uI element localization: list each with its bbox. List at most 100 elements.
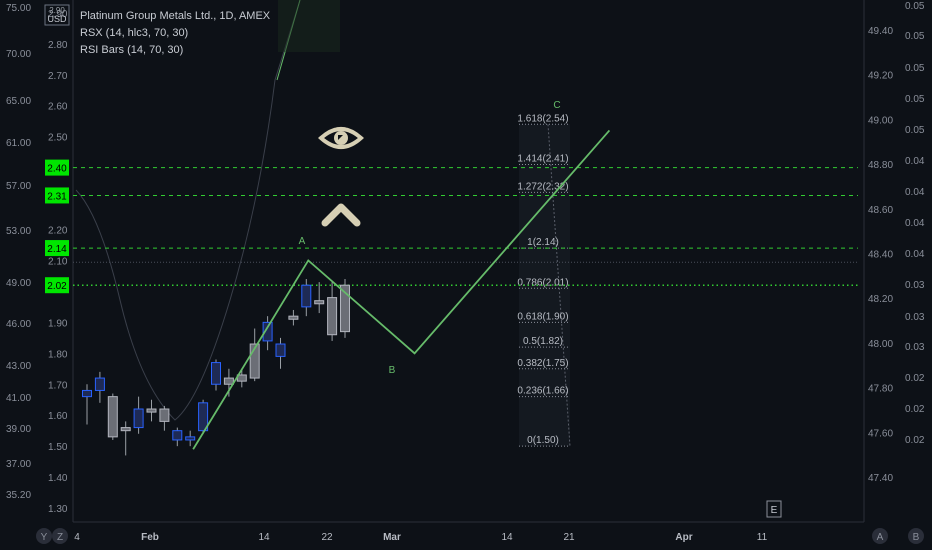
right-scale-b-label: B xyxy=(913,532,920,543)
marker-box[interactable]: E xyxy=(766,500,782,518)
candle xyxy=(198,399,209,434)
right-outer-tick: 0.03 xyxy=(905,312,925,323)
left-outer-tick: 41.00 xyxy=(6,393,31,404)
rsx-zone xyxy=(278,0,340,52)
right-inner-tick: 48.20 xyxy=(868,294,893,305)
left-outer-tick: 39.00 xyxy=(6,424,31,435)
x-axis-tick: 11 xyxy=(757,532,768,543)
left-outer-tick: 57.00 xyxy=(6,181,31,192)
candle xyxy=(288,309,299,326)
candle-body xyxy=(120,427,131,432)
right-scale-a-button[interactable]: A xyxy=(872,528,888,544)
price-level-badge xyxy=(45,240,69,257)
indicator-rsx[interactable]: RSX (14, hlc3, 70, 30) xyxy=(80,27,189,39)
x-axis-tick: 21 xyxy=(563,532,575,543)
candle xyxy=(133,396,144,434)
candle-body xyxy=(107,396,118,438)
right-inner-tick: 47.40 xyxy=(868,473,893,484)
right-outer-tick: 0.05 xyxy=(905,31,925,42)
fib-level-label: 1(2.14) xyxy=(527,237,559,248)
fib-level-label: 1.414(2.41) xyxy=(517,154,568,165)
horizontal-levels[interactable]: 2.40 2.31 2.14 2.02 xyxy=(45,159,858,294)
candle xyxy=(94,371,105,403)
right-outer-tick: 0.03 xyxy=(905,280,925,291)
candle xyxy=(146,399,157,422)
right-scale-b-button[interactable]: B xyxy=(908,528,924,544)
candle xyxy=(82,384,92,425)
candle xyxy=(327,282,338,341)
fib-level-label: 1.272(2.32) xyxy=(517,181,568,192)
wave-point-label: B xyxy=(389,365,396,376)
left-inner-tick: 2.60 xyxy=(48,102,68,113)
currency-badge: 2.90 USD xyxy=(44,4,70,26)
fib-extension-tool[interactable]: 1.618(2.54) 1.414(2.41) 1.272(2.32) 1(2.14)… xyxy=(517,113,571,447)
right-outer-tick: 0.04 xyxy=(905,218,925,229)
candle-body xyxy=(185,436,196,441)
price-level-label: 2.02 xyxy=(47,281,67,292)
candle-body xyxy=(340,284,350,333)
right-scale-a-label: A xyxy=(877,532,884,543)
indicator-rsi-bars[interactable]: RSI Bars (14, 70, 30) xyxy=(80,44,184,56)
x-axis-tick: Feb xyxy=(141,532,159,543)
candle-body xyxy=(262,321,273,342)
left-inner-tick: 1.30 xyxy=(48,504,68,515)
right-inner-tick: 49.20 xyxy=(868,71,893,82)
x-axis-tick: Apr xyxy=(675,532,692,543)
fib-level-label: 0.618(1.90) xyxy=(517,311,568,322)
abc-wave-drawing[interactable]: A B C xyxy=(192,100,611,450)
left-inner-tick: 1.40 xyxy=(48,473,68,484)
marker-box-label: E xyxy=(771,505,778,516)
left-inner-tick: 2.50 xyxy=(48,133,68,144)
x-axis-tick: Mar xyxy=(383,532,401,543)
price-level-label: 2.14 xyxy=(47,244,67,255)
right-outer-tick: 0.05 xyxy=(905,94,925,105)
candle xyxy=(172,427,183,447)
candle-body xyxy=(172,430,183,441)
candle xyxy=(314,282,325,314)
x-axis-tick: 4 xyxy=(74,532,80,543)
right-inner-tick: 49.40 xyxy=(868,26,893,37)
fib-level-label: 0(1.50) xyxy=(527,435,559,446)
fib-level-label: 0.382(1.75) xyxy=(517,358,568,369)
right-outer-tick: 0.04 xyxy=(905,187,925,198)
right-outer-tick: 0.05 xyxy=(905,125,925,136)
candle xyxy=(159,405,170,431)
fib-level-label: 0.786(2.01) xyxy=(517,277,568,288)
right-outer-tick: 0.04 xyxy=(905,249,925,260)
price-level-badge xyxy=(45,159,69,176)
candle-body xyxy=(249,343,260,379)
chart-title[interactable]: Platinum Group Metals Ltd., 1D, AMEX xyxy=(80,10,271,22)
left-outer-tick: 70.00 xyxy=(6,49,31,60)
left-inner-tick: 1.50 xyxy=(48,442,68,453)
candle-body xyxy=(133,408,144,429)
right-outer-tick: 0.02 xyxy=(905,404,925,415)
candlestick-series xyxy=(82,279,350,456)
candle-body xyxy=(275,343,286,357)
right-inner-tick: 48.40 xyxy=(868,250,893,261)
right-inner-tick: 49.00 xyxy=(868,115,893,126)
candle-body xyxy=(82,389,92,398)
left-outer-tick: 46.00 xyxy=(6,319,31,330)
auto-scale-button[interactable]: Z xyxy=(52,528,68,544)
currency-label: USD xyxy=(47,14,67,24)
candle xyxy=(107,393,118,440)
price-level-badge xyxy=(45,187,69,204)
left-outer-tick: 53.00 xyxy=(6,226,31,237)
candle xyxy=(301,279,312,317)
log-scale-button[interactable]: Y xyxy=(36,528,52,544)
candle-body xyxy=(94,377,105,391)
left-inner-tick: 1.60 xyxy=(48,411,68,422)
candle xyxy=(223,368,234,397)
left-inner-tick: 2.20 xyxy=(48,226,68,237)
fib-level-label: 1.618(2.54) xyxy=(517,113,568,124)
eye-icon[interactable] xyxy=(318,127,364,149)
fib-level-label: 0.5(1.82) xyxy=(523,336,563,347)
left-outer-tick: 61.00 xyxy=(6,138,31,149)
svg-text:2.90: 2.90 xyxy=(49,6,65,15)
abc-wave-line xyxy=(192,129,611,450)
candle-body xyxy=(314,300,325,305)
candle-body xyxy=(159,408,170,422)
chevron-up-icon[interactable] xyxy=(321,203,361,227)
x-axis-tick: 14 xyxy=(501,532,513,543)
